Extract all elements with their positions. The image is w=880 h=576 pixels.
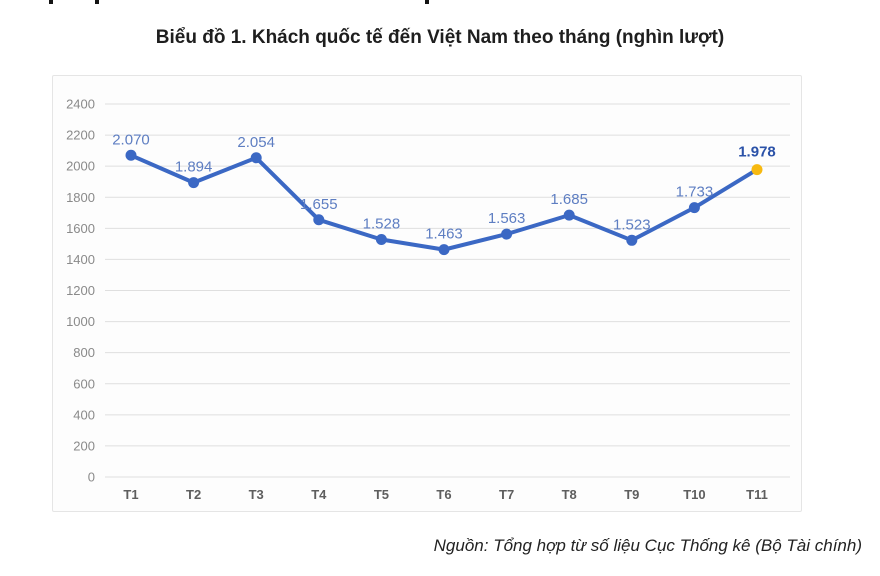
data-point-label: 1.563 [488, 210, 526, 227]
x-tick-label: T5 [374, 487, 389, 502]
data-point-label: 1.733 [676, 184, 714, 201]
y-tick-label: 1000 [66, 314, 95, 329]
data-point-label: 2.054 [237, 134, 275, 151]
data-point-marker [501, 228, 513, 240]
crop-artifact-mark [95, 0, 99, 4]
data-point-label: 1.978 [738, 144, 776, 161]
x-tick-label: T4 [311, 487, 327, 502]
data-point-label: 1.463 [425, 226, 463, 243]
x-tick-label: T11 [746, 487, 768, 502]
data-point-marker-highlight [751, 164, 763, 176]
data-point-label: 1.528 [363, 216, 401, 233]
x-tick-label: T6 [436, 487, 451, 502]
data-point-marker [438, 244, 450, 256]
data-point-marker [626, 234, 638, 246]
x-tick-label: T1 [123, 487, 138, 502]
y-tick-label: 600 [73, 376, 95, 391]
crop-artifact-mark [425, 0, 429, 4]
y-tick-label: 400 [73, 407, 95, 422]
y-tick-label: 1400 [66, 252, 95, 267]
data-point-marker [688, 202, 700, 214]
y-tick-label: 1800 [66, 190, 95, 205]
data-point-label: 1.685 [550, 191, 588, 208]
data-point-label: 2.070 [112, 131, 150, 148]
x-tick-label: T8 [562, 487, 577, 502]
line-chart: 0 200 400 600 800 1000 1200 1400 1600 1800 2000 220… [66, 97, 790, 502]
y-tick-label: 200 [73, 438, 95, 453]
y-tick-label: 2200 [66, 128, 95, 143]
data-point-label: 1.523 [613, 216, 651, 233]
chart-title: Biểu đồ 1. Khách quốc tế đến Việt Nam th… [155, 27, 725, 48]
y-tick-label: 0 [88, 470, 95, 485]
chart-card: 0 200 400 600 800 1000 1200 1400 1600 1800 2000 220… [52, 75, 802, 512]
data-point-marker [188, 177, 200, 189]
x-tick-label: T9 [624, 487, 639, 502]
source-note: Nguồn: Tổng hợp từ số liệu Cục Thống kê … [433, 536, 862, 555]
y-tick-label: 2400 [66, 97, 95, 112]
crop-artifact-mark [49, 0, 53, 4]
x-tick-label: T10 [683, 487, 705, 502]
data-point-marker [313, 214, 325, 226]
y-tick-label: 800 [73, 345, 95, 360]
x-tick-label: T3 [249, 487, 264, 502]
x-tick-label: T7 [499, 487, 514, 502]
data-point-label: 1.894 [175, 159, 213, 176]
data-point-marker [250, 152, 262, 164]
data-point-marker [563, 209, 575, 221]
data-point-label: 1.655 [300, 196, 338, 213]
y-tick-label: 2000 [66, 159, 95, 174]
y-tick-label: 1200 [66, 283, 95, 298]
y-tick-label: 1600 [66, 221, 95, 236]
data-point-marker [125, 149, 137, 161]
x-tick-label: T2 [186, 487, 201, 502]
data-point-marker [375, 234, 387, 246]
